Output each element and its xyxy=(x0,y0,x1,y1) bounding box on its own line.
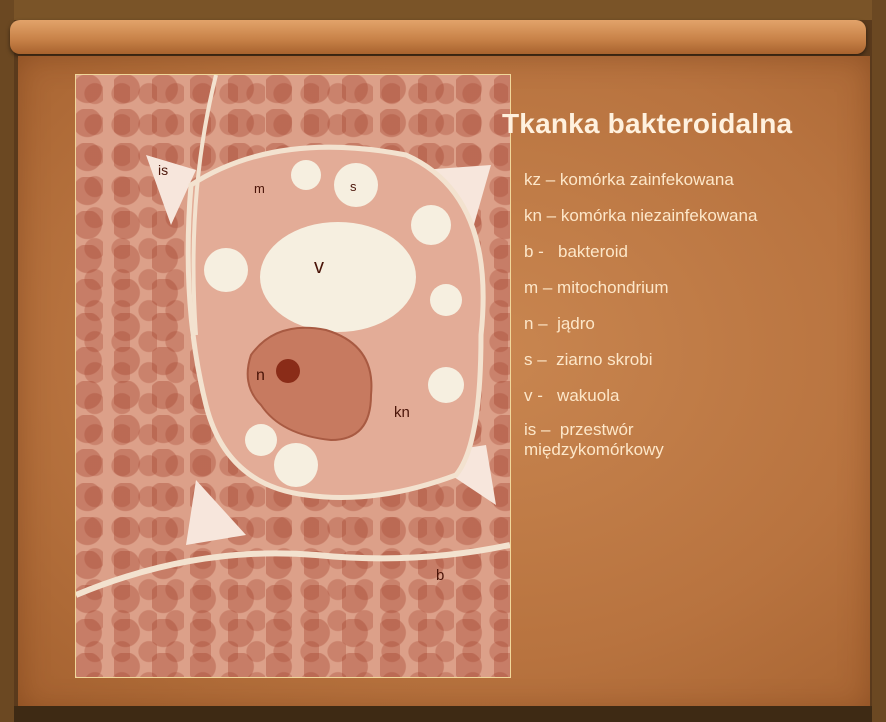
wall-right xyxy=(872,0,886,722)
vacuole xyxy=(260,222,416,332)
legend-item: m – mitochondrium xyxy=(524,278,854,298)
nucleolus xyxy=(276,359,300,383)
label-v: v xyxy=(314,256,324,278)
legend-item: kn – komórka niezainfekowana xyxy=(524,206,854,226)
micrograph-drawing: v n kn is s m b xyxy=(76,75,510,677)
starch-grain xyxy=(291,160,321,190)
starch-grain xyxy=(245,424,277,456)
wall-left xyxy=(0,0,14,722)
starch-grain xyxy=(430,284,462,316)
starch-grain xyxy=(411,205,451,245)
label-m: m xyxy=(254,181,265,196)
label-n: n xyxy=(256,367,265,384)
legend-list: kz – komórka zainfekowana kn – komórka n… xyxy=(524,170,854,476)
legend-item: kz – komórka zainfekowana xyxy=(524,170,854,190)
starch-grain xyxy=(204,248,248,292)
legend-item: is – przestwór międzykomórkowy xyxy=(524,420,854,460)
intercellular-space xyxy=(186,480,246,545)
starch-grain xyxy=(428,367,464,403)
micrograph-image: v n kn is s m b xyxy=(75,74,511,678)
label-b: b xyxy=(436,567,444,584)
label-s: s xyxy=(350,179,357,194)
legend-item: b - bakteroid xyxy=(524,242,854,262)
floor-edge xyxy=(14,706,872,722)
slide-title: Tkanka bakteroidalna xyxy=(502,108,792,140)
label-kn: kn xyxy=(394,404,410,421)
cell-wall xyxy=(76,545,510,595)
legend-item: s – ziarno skrobi xyxy=(524,350,854,370)
screen-roller xyxy=(10,20,866,54)
starch-grain xyxy=(274,443,318,487)
legend-item: v - wakuola xyxy=(524,386,854,406)
ceiling xyxy=(0,0,886,20)
legend-item: n – jądro xyxy=(524,314,854,334)
label-is: is xyxy=(158,162,168,178)
